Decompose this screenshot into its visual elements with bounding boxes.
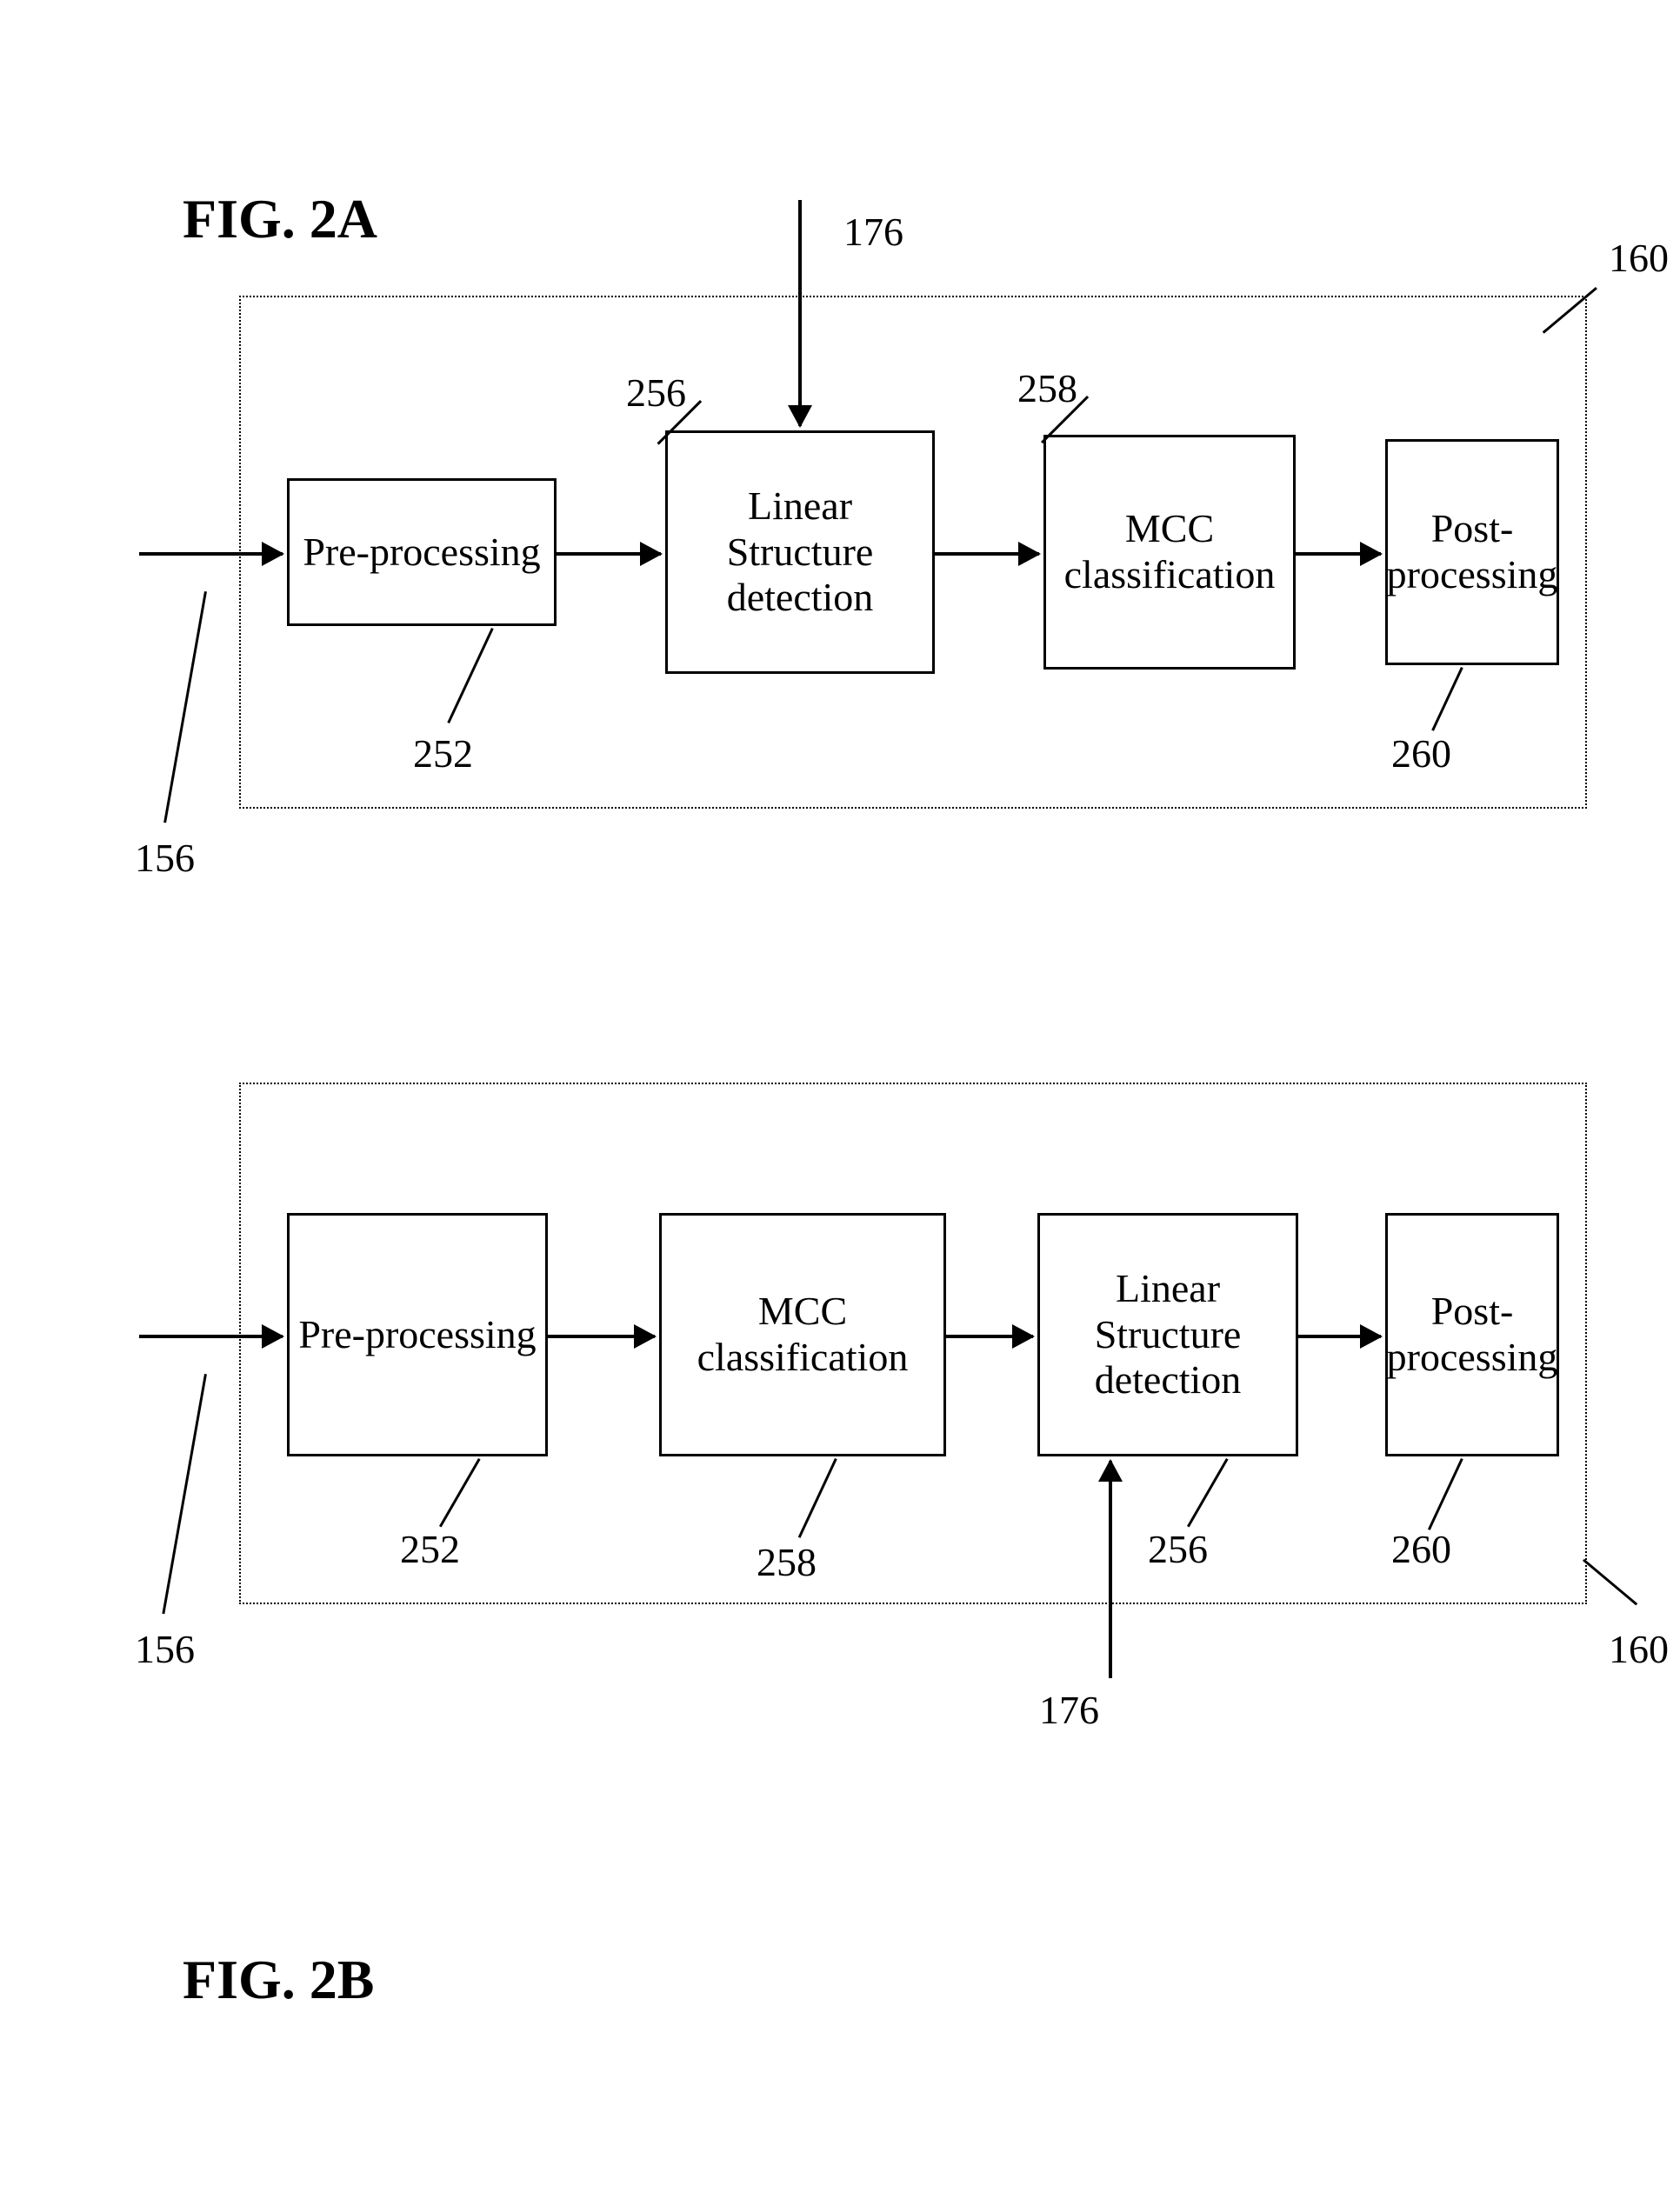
diagram-canvas: FIG. 2A 160 156 Pre-processing 252 Linea…	[35, 35, 1680, 2164]
figure-a-mcc-ref: 258	[1017, 365, 1077, 411]
figure-a-lsd-label: LinearStructuredetection	[727, 483, 874, 622]
figure-a-container-ref: 160	[1609, 235, 1669, 281]
figure-a-lsd-ref: 256	[626, 370, 686, 416]
figure-b-post-block: Post-processing	[1385, 1213, 1559, 1456]
figure-a-side-ref: 176	[843, 209, 903, 255]
figure-b-lsd-label: LinearStructuredetection	[1095, 1266, 1242, 1404]
figure-b-mcc-ref: 258	[757, 1539, 817, 1585]
figure-a-input-ref: 156	[135, 835, 195, 881]
figure-b-mcc-block: MCCclassification	[659, 1213, 946, 1456]
figure-a-title: FIG. 2A	[183, 187, 377, 251]
figure-a-pre-label: Pre-processing	[303, 530, 540, 576]
figure-b-post-ref: 260	[1391, 1526, 1451, 1572]
figure-a-mcc-label: MCCclassification	[1064, 506, 1276, 598]
figure-a-post-ref: 260	[1391, 730, 1451, 776]
figure-b-arrow-2	[946, 1335, 1033, 1338]
figure-a-arrow-2	[935, 552, 1039, 556]
figure-a-input-arrow	[139, 552, 283, 556]
figure-a-input-leader	[163, 591, 207, 823]
figure-b-input-ref: 156	[135, 1626, 195, 1672]
figure-a-post-block: Post-processing	[1385, 439, 1559, 665]
figure-b-pre-label: Pre-processing	[298, 1312, 536, 1358]
figure-a-arrow-1	[557, 552, 661, 556]
figure-b-pre-ref: 252	[400, 1526, 460, 1572]
figure-b-arrow-1	[548, 1335, 655, 1338]
figure-b-container-ref: 160	[1609, 1626, 1669, 1672]
figure-b-lsd-ref: 256	[1148, 1526, 1208, 1572]
figure-b-post-label: Post-processing	[1387, 1289, 1558, 1381]
figure-b-input-leader	[162, 1374, 207, 1614]
figure-b-title: FIG. 2B	[183, 1948, 374, 2012]
figure-b-pre-block: Pre-processing	[287, 1213, 548, 1456]
figure-a-lsd-block: LinearStructuredetection	[665, 430, 935, 674]
figure-a-post-label: Post-processing	[1387, 506, 1558, 598]
figure-a-side-arrow	[798, 200, 802, 426]
figure-b-input-arrow	[139, 1335, 283, 1338]
figure-a-pre-ref: 252	[413, 730, 473, 776]
figure-a-mcc-block: MCCclassification	[1043, 435, 1296, 670]
figure-b-side-ref: 176	[1039, 1687, 1099, 1733]
figure-b-container-leader	[1583, 1559, 1637, 1606]
figure-b-lsd-block: LinearStructuredetection	[1037, 1213, 1298, 1456]
figure-b-side-arrow	[1109, 1461, 1112, 1678]
figure-a-arrow-3	[1296, 552, 1381, 556]
figure-a-pre-block: Pre-processing	[287, 478, 557, 626]
figure-b-arrow-3	[1298, 1335, 1381, 1338]
figure-b-mcc-label: MCCclassification	[697, 1289, 909, 1381]
